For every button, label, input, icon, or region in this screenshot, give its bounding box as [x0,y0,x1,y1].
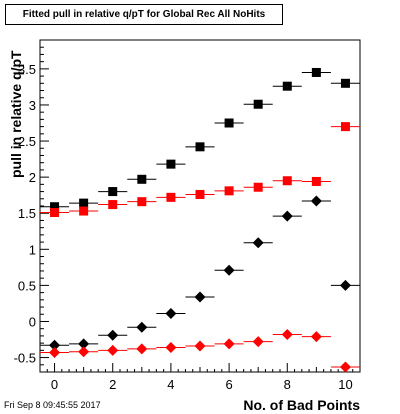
square-marker [340,78,350,88]
square-marker [224,118,234,128]
diamond-marker [252,237,264,249]
diamond-marker [194,340,206,352]
square-marker [137,174,147,184]
data-markers [40,67,360,373]
square-marker [224,186,234,196]
square-marker [79,206,89,216]
diamond-marker [136,321,148,333]
square-marker [137,197,147,207]
diamond-marker [165,308,177,320]
diamond-marker [107,344,119,356]
y-tick-label: 1 [29,242,36,257]
y-tick-label: 2.5 [18,134,36,149]
diamond-marker [223,338,235,350]
square-marker [340,122,350,132]
square-marker [253,99,263,109]
square-marker [166,159,176,169]
diamond-marker [165,341,177,353]
diamond-marker [194,291,206,303]
diamond-marker [107,329,119,341]
square-marker [166,192,176,202]
y-axis-label: pull in relative q/pT [8,50,24,178]
chart-title: Fitted pull in relative q/pT for Global … [5,4,283,25]
x-tick-label: 6 [225,377,232,392]
square-marker [195,142,205,152]
square-marker [79,198,89,208]
x-tick-label: 8 [284,377,291,392]
square-marker [253,182,263,192]
diamond-marker [281,328,293,340]
square-marker [108,200,118,210]
square-marker [50,207,60,217]
y-tick-label: 3 [29,98,36,113]
x-axis-label: No. of Bad Points [243,397,360,413]
y-tick-label: 0 [29,314,36,329]
square-marker [195,189,205,199]
square-marker [50,202,60,212]
y-tick-label: 1.5 [18,206,36,221]
y-tick-label: -0.5 [14,351,36,366]
y-tick-label: 2 [29,170,36,185]
diamond-marker [281,210,293,222]
y-tick-label: 0.5 [18,278,36,293]
square-marker [108,187,118,197]
square-marker [282,176,292,186]
x-tick-label: 2 [109,377,116,392]
axis-tick-labels: 0 2 4 6 8 10 -0.5 0 0.5 1 1.5 2 2.5 3 3.5 [14,62,353,392]
diamond-marker [78,338,90,350]
diamond-marker [49,347,61,359]
diamond-marker [310,331,322,343]
timestamp-footer: Fri Sep 8 09:45:55 2017 [4,400,101,410]
square-marker [311,67,321,77]
diamond-marker [339,279,351,291]
y-tick-label: 3.5 [18,62,36,77]
diamond-marker [78,346,90,358]
diamond-marker [49,339,61,351]
x-tick-label: 0 [51,377,58,392]
diamond-marker [339,361,351,373]
square-marker [282,81,292,91]
diamond-marker [136,343,148,355]
square-marker [311,176,321,186]
diamond-marker [223,264,235,276]
diamond-marker [310,195,322,207]
x-tick-label: 4 [167,377,174,392]
x-tick-label: 10 [338,377,352,392]
diamond-marker [252,336,264,348]
